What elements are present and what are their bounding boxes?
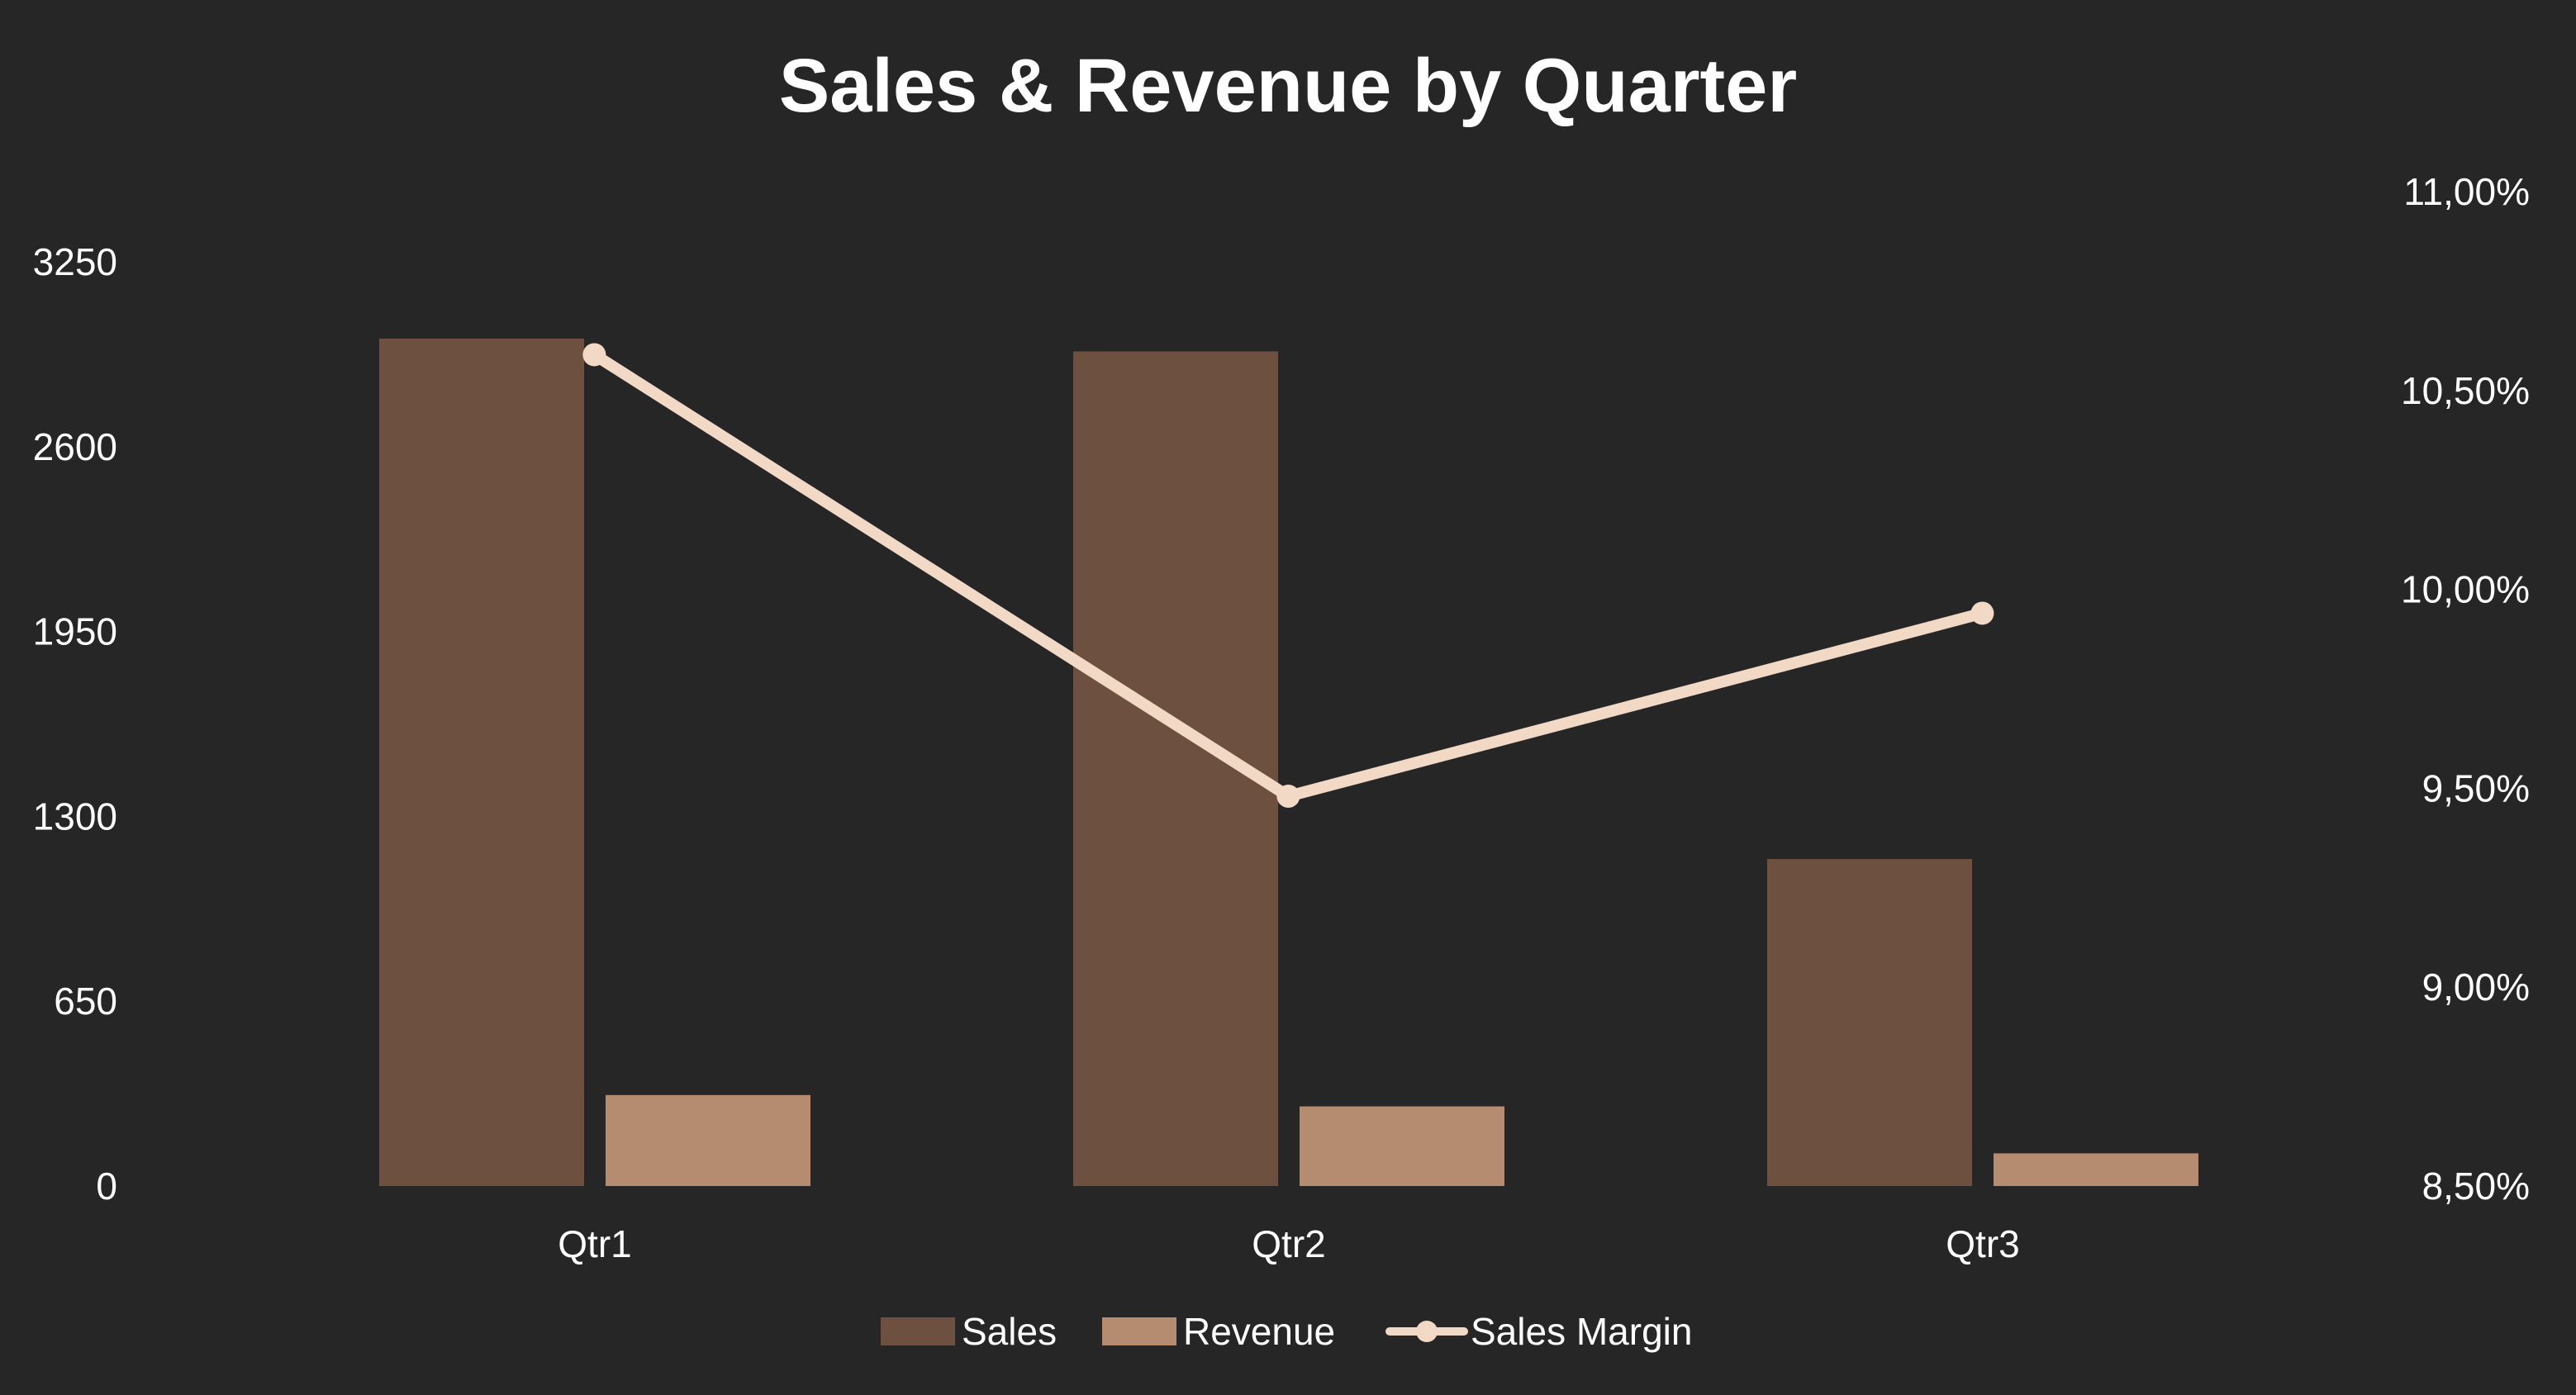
legend-label-sales-margin: Sales Margin [1471,1310,1692,1353]
chart-title: Sales & Revenue by Quarter [779,44,1797,128]
point-sales-margin-qtr3 [1970,601,1994,625]
y-left-tick-label: 2600 [33,425,117,468]
bar-sales-qtr3 [1767,859,1972,1186]
y-right-tick-label: 9,00% [2422,966,2530,1008]
line-sales-margin [588,349,1989,803]
y-left-tick-label: 3250 [33,240,117,283]
bar-revenue-qtr2 [1300,1106,1504,1186]
legend-swatch-revenue [1102,1317,1176,1345]
left-axis: 0 650 1300 1950 2600 3250 [33,240,117,1208]
y-left-tick-label: 1950 [33,610,117,653]
right-axis: 8,50% 9,00% 9,50% 10,00% 10,50% 11,00% [2401,170,2530,1208]
x-tick-label: Qtr2 [1252,1222,1325,1265]
x-tick-label: Qtr1 [558,1222,631,1265]
y-right-tick-label: 11,00% [2403,170,2530,213]
legend-label-sales: Sales [962,1310,1057,1353]
line-layer [582,343,1994,809]
y-right-tick-label: 9,50% [2422,766,2530,809]
bar-revenue-qtr3 [1994,1153,2198,1186]
legend-swatch-sales [881,1317,955,1345]
y-right-tick-label: 8,50% [2422,1165,2530,1208]
y-right-tick-label: 10,00% [2401,568,2530,611]
bar-sales-qtr1 [379,338,584,1186]
y-left-tick-label: 650 [54,980,117,1023]
legend-marker-sales-margin [1416,1321,1438,1342]
y-right-tick-label: 10,50% [2401,369,2530,412]
x-axis: Qtr1 Qtr2 Qtr3 [558,1222,2019,1265]
x-tick-label: Qtr3 [1946,1222,2019,1265]
bar-layer [379,338,2198,1186]
point-sales-margin-qtr2 [1276,785,1300,809]
point-sales-margin-qtr1 [582,343,606,367]
bar-revenue-qtr1 [606,1094,810,1186]
legend-label-revenue: Revenue [1183,1310,1335,1353]
y-left-tick-label: 0 [96,1165,117,1208]
y-left-tick-label: 1300 [33,795,117,837]
legend: Sales Revenue Sales Margin [881,1310,1692,1353]
